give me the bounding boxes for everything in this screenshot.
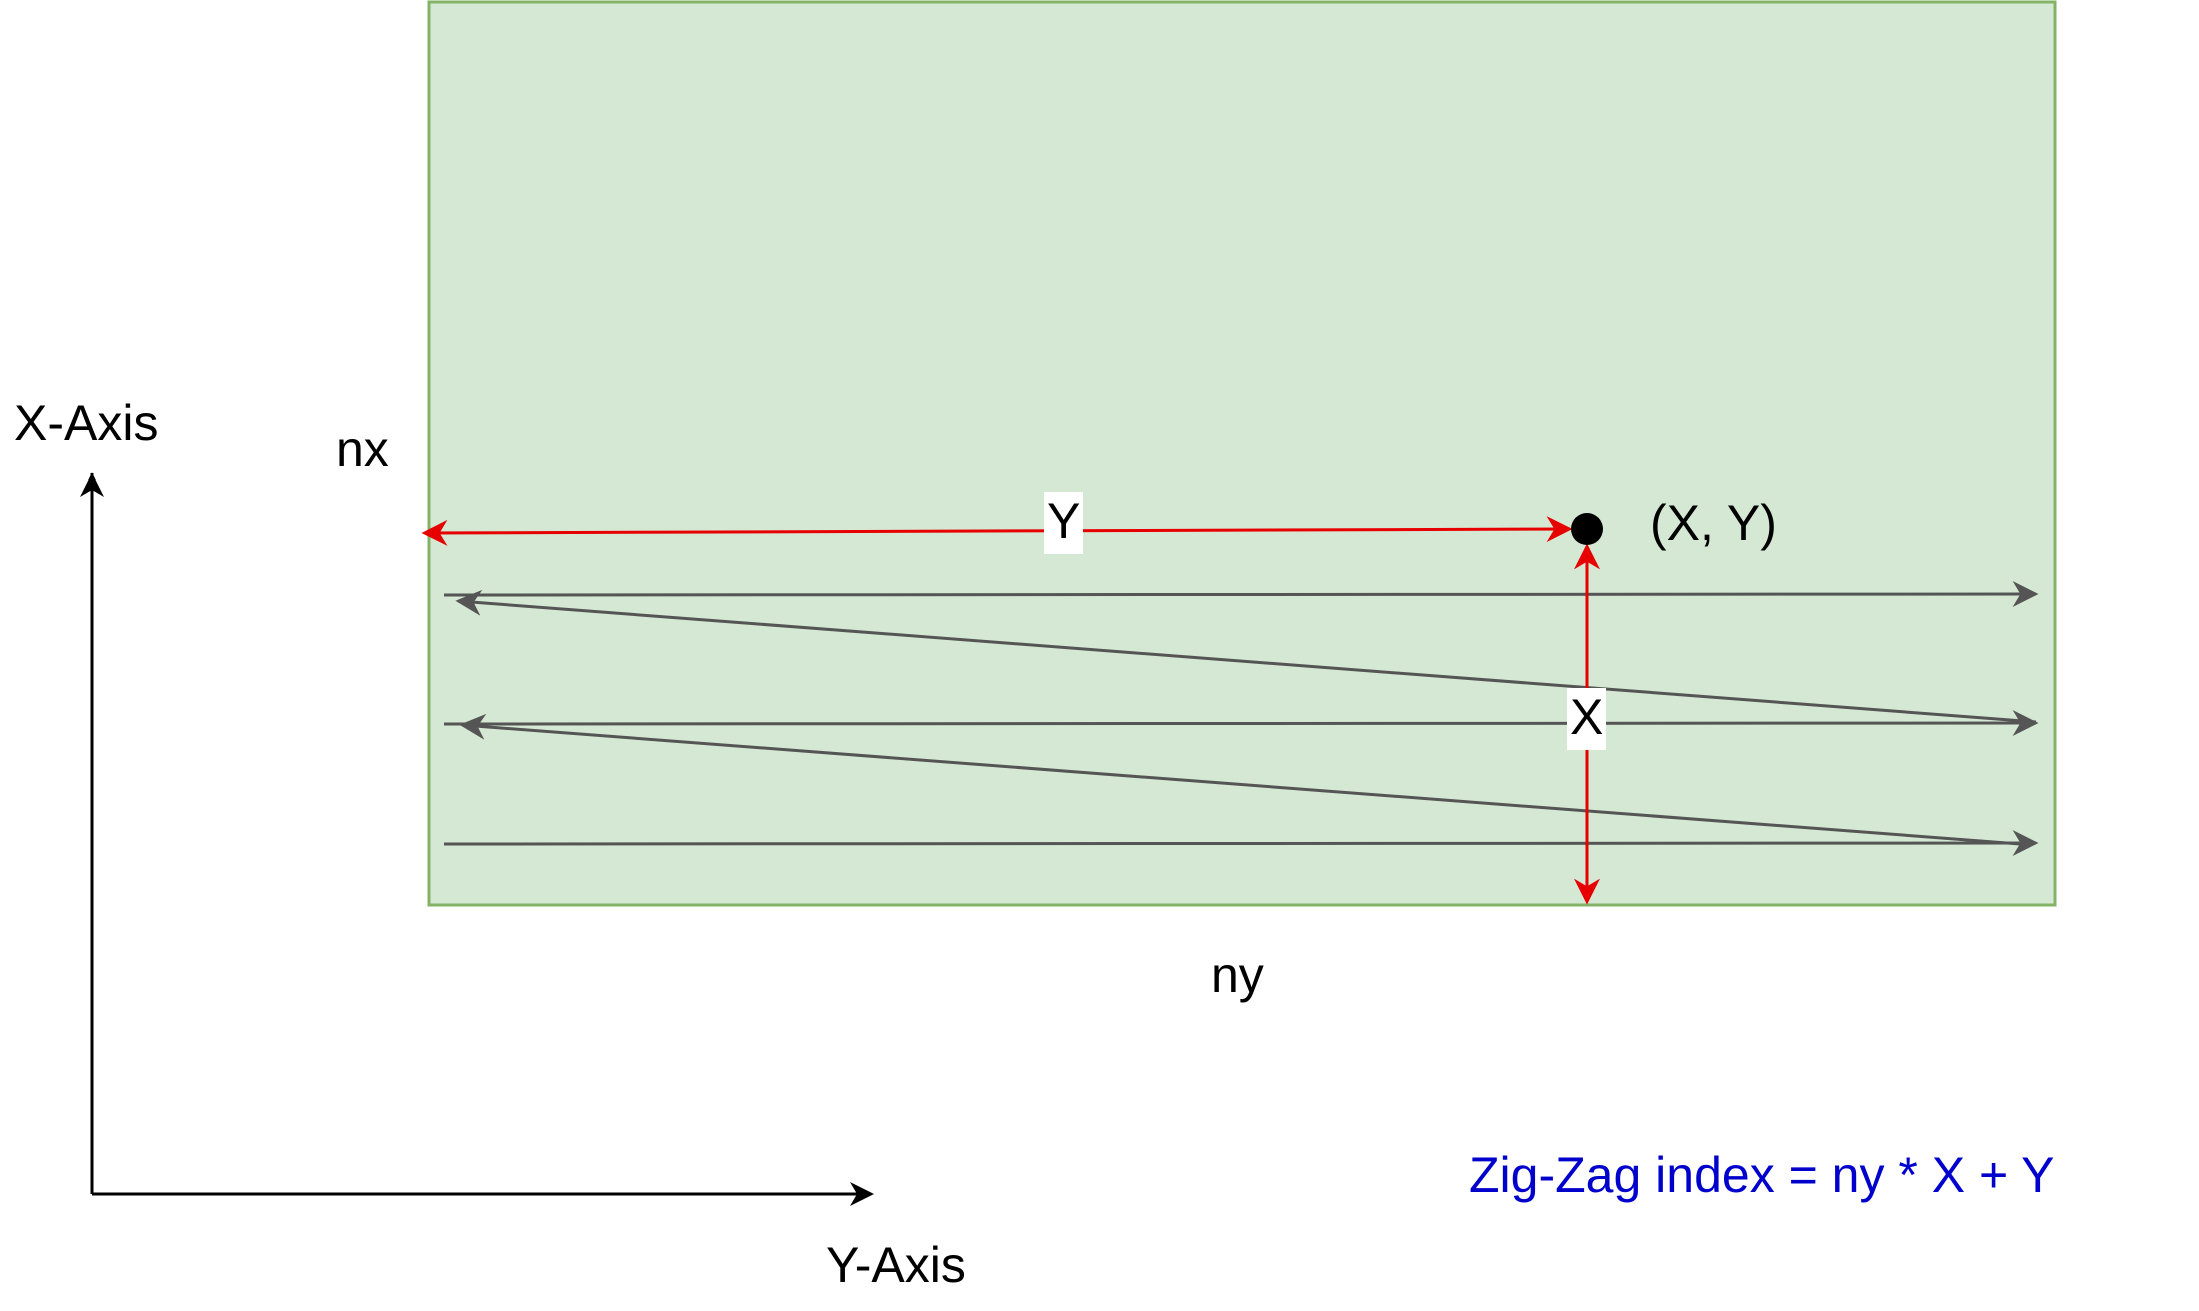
scan-row-2 <box>443 710 2039 737</box>
zigzag-formula: Zig-Zag index = ny * X + Y <box>1469 1147 2055 1203</box>
scan-row-1 <box>443 581 2039 608</box>
y-axis-label: Y-Axis <box>826 1237 966 1293</box>
y-axis-arrowhead <box>850 1182 874 1206</box>
scan-return-2 <box>459 713 2021 846</box>
nx-label: nx <box>336 421 389 477</box>
y-measure-label: Y <box>1044 492 1084 554</box>
scan-row-3 <box>443 830 2039 857</box>
x-axis-label: X-Axis <box>14 395 159 451</box>
point-label: (X, Y) <box>1650 495 1777 551</box>
x-measure-label: X <box>1567 688 1607 750</box>
x-axis-arrowhead <box>80 473 104 497</box>
ny-label: ny <box>1211 947 1264 1003</box>
y-measure-arrow <box>421 516 1573 546</box>
scan-return-1 <box>455 589 2037 724</box>
scan-path <box>443 581 2039 857</box>
grid-rectangle <box>427 0 2057 907</box>
point-marker <box>1571 513 1603 545</box>
